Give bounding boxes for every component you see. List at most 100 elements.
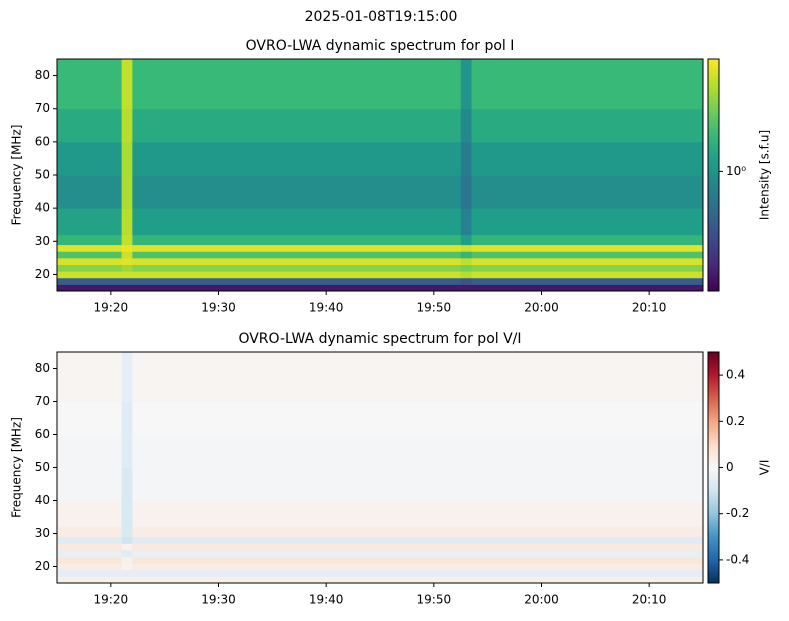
cell <box>132 277 462 285</box>
cell <box>460 569 473 577</box>
cell <box>471 234 703 246</box>
cell <box>132 264 462 272</box>
cell <box>57 264 123 272</box>
cell <box>57 569 123 577</box>
cell <box>57 175 123 209</box>
cell <box>132 401 462 435</box>
cell <box>57 59 123 110</box>
cell <box>132 569 462 577</box>
cell <box>57 208 123 236</box>
cell <box>471 401 703 435</box>
cell <box>460 536 473 544</box>
cell <box>132 257 462 265</box>
y-tick-label: 20 <box>35 559 50 573</box>
cell <box>471 526 703 538</box>
cell <box>460 244 473 252</box>
cell <box>57 251 123 259</box>
heatmap <box>57 59 703 291</box>
cell <box>121 352 133 402</box>
cell <box>57 550 123 558</box>
cell <box>460 526 473 538</box>
cell <box>121 576 133 583</box>
x-tick-label: 20:00 <box>524 593 559 607</box>
cell <box>471 59 703 110</box>
cell <box>121 234 133 246</box>
cell <box>132 536 462 544</box>
colorbar-tick-label: 0.2 <box>726 414 745 428</box>
cell <box>471 563 703 571</box>
cell <box>57 108 123 143</box>
cell <box>121 569 133 577</box>
cell <box>471 271 703 279</box>
cell <box>121 550 133 558</box>
cell <box>132 141 462 176</box>
cell <box>471 244 703 252</box>
cell <box>460 277 473 285</box>
cell <box>121 536 133 544</box>
cell <box>132 271 462 279</box>
y-tick-label: 30 <box>35 526 50 540</box>
x-tick-label: 19:50 <box>417 301 452 315</box>
cell <box>121 271 133 279</box>
cell <box>132 576 462 583</box>
cell <box>132 467 462 501</box>
colorbar <box>707 351 720 584</box>
cell <box>471 352 703 402</box>
cell <box>57 556 123 564</box>
cell <box>460 284 473 291</box>
cell <box>460 543 473 551</box>
cell <box>132 175 462 209</box>
cell <box>460 434 473 468</box>
x-tick-label: 19:40 <box>309 593 344 607</box>
cell <box>132 556 462 564</box>
y-tick-label: 80 <box>35 361 50 375</box>
cell <box>132 244 462 252</box>
x-tick-label: 19:30 <box>201 301 236 315</box>
x-tick-label: 20:00 <box>524 301 559 315</box>
cell <box>460 401 473 435</box>
y-tick-label: 50 <box>35 460 50 474</box>
cell <box>132 251 462 259</box>
cell <box>460 59 473 110</box>
cell <box>121 434 133 468</box>
heatmap <box>57 352 703 583</box>
cell <box>471 264 703 272</box>
cell <box>460 141 473 176</box>
cell <box>121 284 133 291</box>
cell <box>460 556 473 564</box>
cell <box>471 576 703 583</box>
y-tick-label: 70 <box>35 394 50 408</box>
x-tick-label: 19:40 <box>309 301 344 315</box>
cell <box>460 257 473 265</box>
x-tick-label: 20:10 <box>632 593 667 607</box>
cell <box>132 434 462 468</box>
cell <box>57 563 123 571</box>
cell <box>471 175 703 209</box>
cell <box>132 284 462 291</box>
cell <box>460 208 473 236</box>
cell <box>460 563 473 571</box>
cell <box>471 543 703 551</box>
cell <box>460 271 473 279</box>
cell <box>132 543 462 551</box>
cell <box>121 59 133 110</box>
cell <box>460 251 473 259</box>
cell <box>57 536 123 544</box>
cell <box>132 108 462 143</box>
y-tick-label: 60 <box>35 427 50 441</box>
cell <box>460 264 473 272</box>
cell <box>471 277 703 285</box>
cell <box>57 500 123 528</box>
cell <box>132 526 462 538</box>
cell <box>471 550 703 558</box>
cell <box>121 244 133 252</box>
cell <box>471 434 703 468</box>
y-tick-label: 60 <box>35 134 50 148</box>
cell <box>121 543 133 551</box>
y-tick-label: 40 <box>35 493 50 507</box>
cell <box>460 467 473 501</box>
cell <box>57 526 123 538</box>
cell <box>471 536 703 544</box>
cell <box>460 175 473 209</box>
